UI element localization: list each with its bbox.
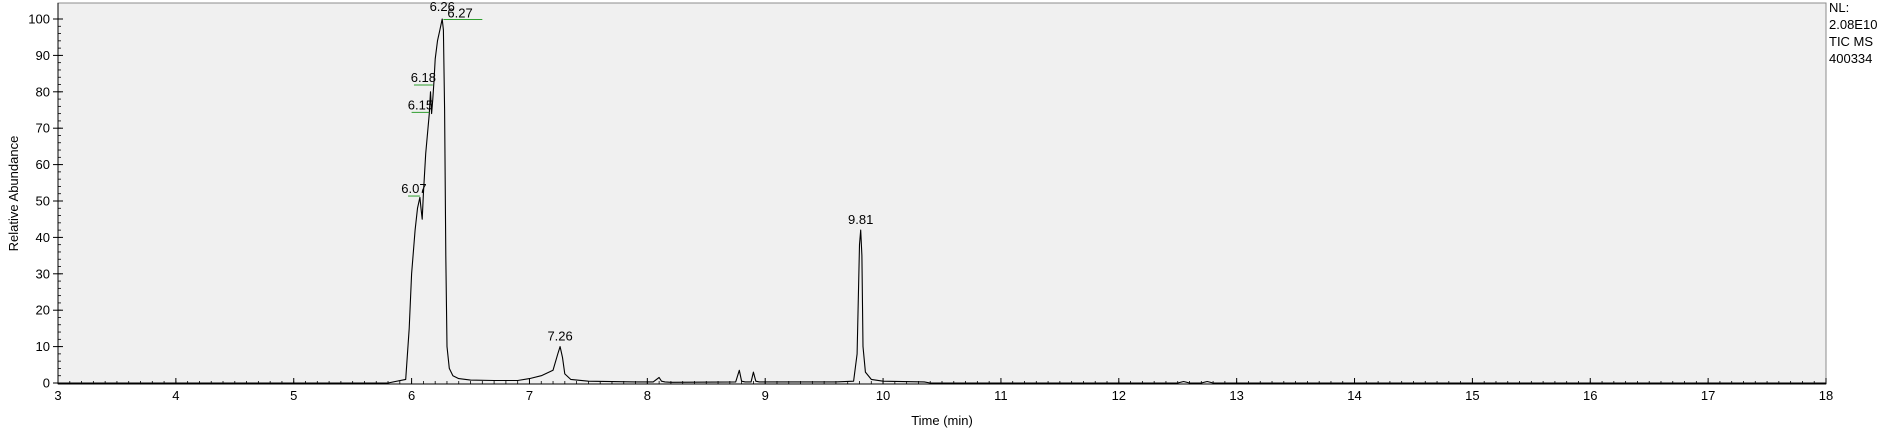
x-tick-label-10: 10 <box>876 388 890 403</box>
y-tick-label-90: 90 <box>36 48 50 63</box>
x-tick-label-4: 4 <box>172 388 179 403</box>
x-tick-label-7: 7 <box>526 388 533 403</box>
y-tick-label-10: 10 <box>36 339 50 354</box>
x-tick-label-14: 14 <box>1347 388 1361 403</box>
y-tick-label-30: 30 <box>36 266 50 281</box>
y-tick-label-70: 70 <box>36 121 50 136</box>
x-tick-label-11: 11 <box>994 388 1008 403</box>
x-tick-label-15: 15 <box>1465 388 1479 403</box>
x-tick-label-8: 8 <box>644 388 651 403</box>
peak-label-6.26: 6.26 <box>430 0 455 14</box>
peak-label-6.18: 6.18 <box>411 70 436 85</box>
info-line-sample-id: 400334 <box>1829 51 1872 66</box>
y-axis-title: Relative Abundance <box>6 136 21 252</box>
info-line-nl: NL: <box>1829 0 1849 15</box>
x-axis-title: Time (min) <box>911 413 973 428</box>
plot-area <box>57 2 1827 385</box>
peak-label-6.07: 6.07 <box>401 181 426 196</box>
y-tick-label-0: 0 <box>43 376 50 391</box>
peak-label-6.15: 6.15 <box>408 97 433 112</box>
x-tick-label-17: 17 <box>1701 388 1715 403</box>
x-tick-label-16: 16 <box>1583 388 1597 403</box>
y-tick-label-40: 40 <box>36 230 50 245</box>
y-tick-label-20: 20 <box>36 303 50 318</box>
peak-label-7.26: 7.26 <box>547 329 572 344</box>
peak-label-9.81: 9.81 <box>848 212 873 227</box>
y-tick-label-60: 60 <box>36 157 50 172</box>
x-tick-label-18: 18 <box>1819 388 1833 403</box>
y-tick-label-80: 80 <box>36 84 50 99</box>
y-tick-label-50: 50 <box>36 194 50 209</box>
x-tick-label-9: 9 <box>762 388 769 403</box>
x-tick-label-6: 6 <box>408 388 415 403</box>
info-line-nl-value: 2.08E10 <box>1829 17 1877 32</box>
x-tick-label-13: 13 <box>1229 388 1243 403</box>
peak-label-6.27: 6.27 <box>447 6 472 21</box>
info-line-scan-type: TIC MS <box>1829 34 1873 49</box>
series-line-0 <box>58 18 1826 384</box>
x-tick-label-12: 12 <box>1112 388 1126 403</box>
x-tick-label-3: 3 <box>54 388 61 403</box>
y-tick-label-100: 100 <box>28 12 50 27</box>
x-tick-label-5: 5 <box>290 388 297 403</box>
